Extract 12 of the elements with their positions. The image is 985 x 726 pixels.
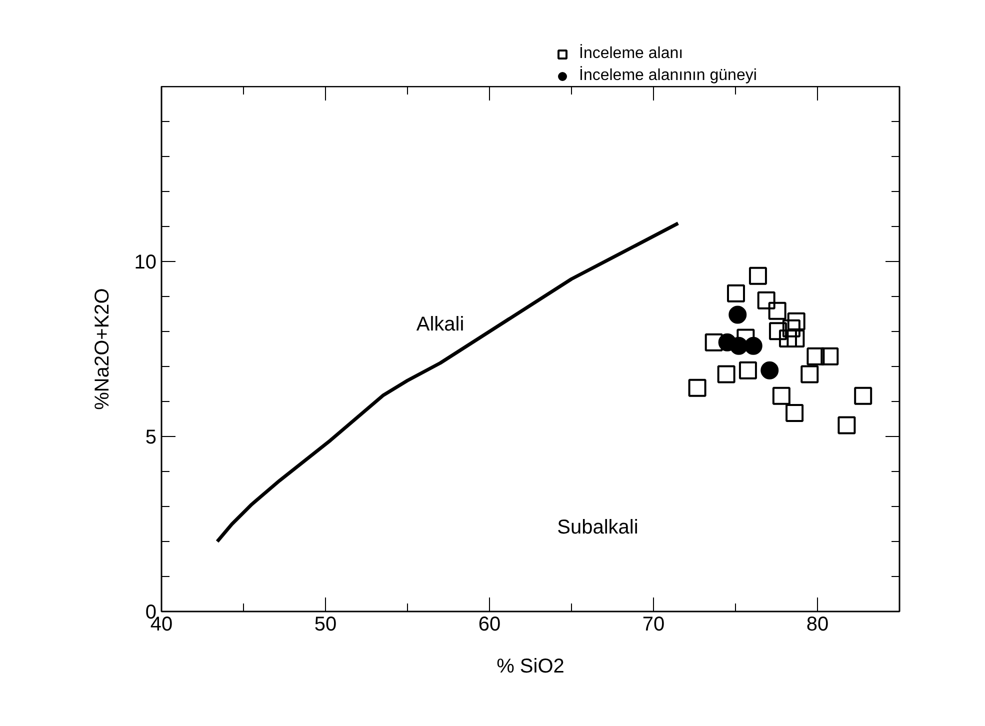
x-tick-label: 70 — [642, 614, 665, 636]
x-tick-label: 60 — [478, 614, 501, 636]
legend-label: İnceleme alanı — [579, 45, 684, 63]
y-axis-title: %Na2O+K2O — [91, 288, 114, 410]
y-tick-label: 10 — [134, 252, 157, 274]
x-axis-title: % SiO2 — [496, 656, 564, 678]
annotation: Subalkali — [557, 516, 638, 538]
y-tick-label: 5 — [145, 426, 156, 448]
legend-label: İnceleme alanının güneyi — [579, 67, 757, 85]
annotation: Alkali — [416, 314, 464, 336]
x-tick-label: 50 — [314, 614, 337, 636]
x-tick-label: 80 — [806, 614, 829, 636]
